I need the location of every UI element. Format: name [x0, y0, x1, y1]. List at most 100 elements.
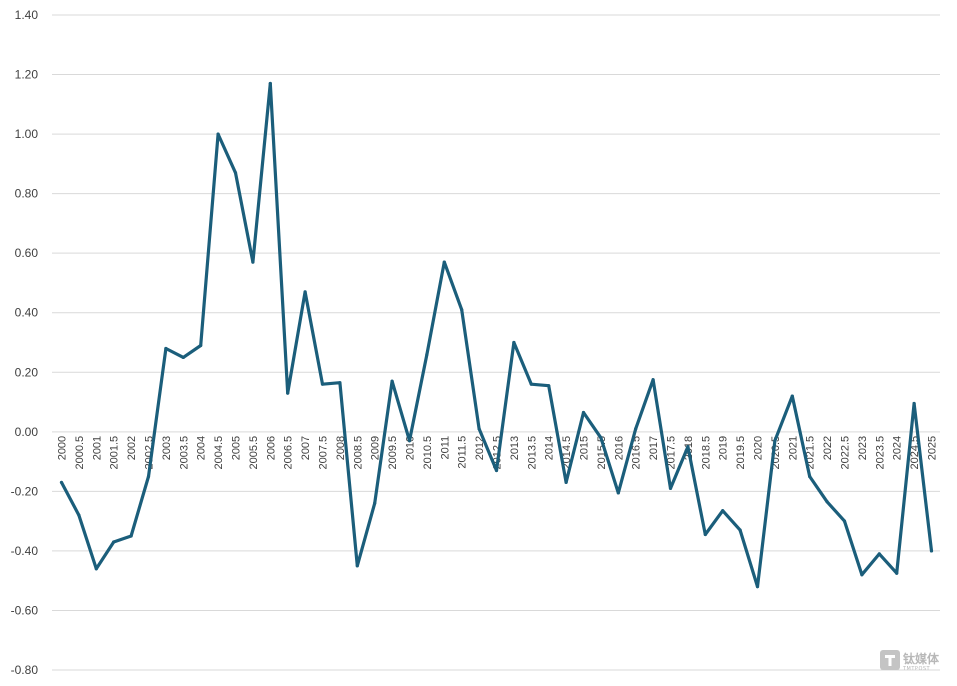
data-point	[94, 567, 98, 571]
series-line	[59, 81, 934, 589]
x-tick-label: 2013	[509, 436, 521, 460]
data-point	[929, 549, 934, 553]
tmtpost-logo-glyph	[885, 655, 895, 666]
data-point	[477, 427, 481, 431]
x-tick-label: 2022	[822, 436, 834, 460]
x-tick-label: 2022.5	[840, 436, 852, 470]
x-tick-label: 2007	[300, 436, 312, 460]
y-axis-tick-labels: 1.40 1.20 1.00 0.80 0.60 0.40 0.20 0.00 -0.20 -0.…	[11, 8, 39, 677]
x-tick-label: 2017.5	[666, 436, 678, 470]
x-tick-label: 2001	[91, 436, 103, 460]
x-tick-label: 2023	[857, 436, 869, 460]
watermark-text: 钛媒体	[903, 651, 940, 666]
data-point	[425, 352, 429, 357]
data-point	[668, 486, 673, 490]
x-tick-label: 2006.5	[283, 436, 295, 470]
data-point	[686, 445, 690, 449]
data-point	[547, 384, 551, 388]
data-point	[860, 573, 864, 577]
data-point	[825, 500, 829, 504]
data-point	[512, 340, 516, 345]
x-tick-label: 2010.5	[422, 436, 434, 470]
x-tick-label: 2020	[753, 436, 765, 460]
x-tick-label: 2023.5	[874, 436, 886, 470]
x-tick-label: 2003.5	[178, 436, 190, 470]
data-point	[251, 260, 255, 264]
data-point	[338, 381, 342, 385]
x-tick-label: 2016.5	[631, 436, 643, 470]
data-point	[599, 436, 603, 440]
data-point	[216, 132, 220, 136]
y-tick-label: 0.20	[15, 365, 39, 379]
x-tick-label: 2011.5	[457, 436, 469, 469]
x-tick-label: 2021	[787, 436, 799, 460]
data-point	[233, 171, 238, 175]
data-point	[494, 468, 499, 473]
data-point	[460, 308, 464, 312]
x-tick-label: 2001.5	[109, 436, 121, 470]
data-point	[199, 343, 203, 348]
watermark: 钛媒体 TMTPOST	[880, 650, 940, 672]
x-tick-label: 2008.5	[352, 436, 364, 470]
x-tick-label: 2009	[370, 436, 382, 460]
x-tick-label: 2000.5	[74, 436, 86, 470]
data-point	[564, 480, 568, 485]
x-tick-label: 2016	[613, 436, 625, 460]
series-layer	[59, 81, 934, 589]
data-point	[721, 509, 725, 513]
y-tick-label: -0.40	[11, 544, 39, 558]
data-point	[703, 532, 707, 537]
data-point	[59, 480, 64, 485]
data-point	[442, 260, 446, 264]
data-point	[390, 379, 394, 383]
data-point	[773, 439, 777, 443]
x-tick-label: 2011	[439, 436, 451, 460]
data-point	[755, 585, 760, 589]
data-point	[164, 346, 168, 351]
data-point	[634, 427, 638, 431]
y-tick-label: -0.60	[11, 603, 39, 617]
data-point	[286, 391, 290, 395]
data-point	[181, 355, 185, 359]
x-tick-label: 2010	[405, 436, 417, 460]
x-tick-label: 2008	[335, 436, 347, 460]
y-tick-label: 0.00	[15, 425, 39, 439]
x-tick-label: 2015.5	[596, 436, 608, 470]
x-axis-tick-labels: 2000 2000.5 2001 2001.5 2002 2002.5 2003 2003.5…	[57, 436, 939, 470]
data-point	[303, 290, 307, 294]
data-point	[129, 534, 133, 538]
data-point	[912, 401, 916, 406]
data-point	[808, 474, 812, 479]
data-point	[895, 571, 899, 575]
x-tick-label: 2002	[126, 436, 138, 460]
y-tick-label: 1.20	[15, 68, 39, 82]
x-tick-label: 2017	[648, 436, 660, 460]
data-point	[320, 382, 325, 386]
x-tick-label: 2003	[161, 436, 173, 460]
y-tick-label: -0.80	[11, 663, 39, 677]
y-tick-label: 0.60	[15, 246, 39, 260]
data-point	[790, 394, 794, 398]
y-tick-label: -0.20	[11, 484, 39, 498]
x-tick-label: 2013.5	[526, 436, 538, 470]
x-tick-label: 2004	[196, 436, 208, 460]
x-tick-label: 2025	[927, 436, 939, 460]
x-tick-label: 2019	[718, 436, 730, 460]
data-point	[146, 474, 151, 479]
data-point	[616, 491, 620, 495]
y-tick-label: 0.80	[15, 187, 39, 201]
x-tick-label: 2000	[57, 436, 69, 460]
data-point	[407, 439, 412, 443]
y-tick-label: 1.40	[15, 8, 39, 22]
y-tick-label: 0.40	[15, 306, 39, 320]
data-point	[738, 528, 742, 532]
x-tick-label: 2006	[265, 436, 277, 460]
x-tick-label: 2009.5	[387, 436, 399, 470]
data-point	[373, 501, 377, 505]
data-point	[877, 552, 881, 556]
x-tick-label: 2018.5	[700, 436, 712, 470]
gridlines	[52, 14, 940, 671]
data-point	[355, 564, 359, 568]
x-tick-label: 2019.5	[735, 436, 747, 470]
